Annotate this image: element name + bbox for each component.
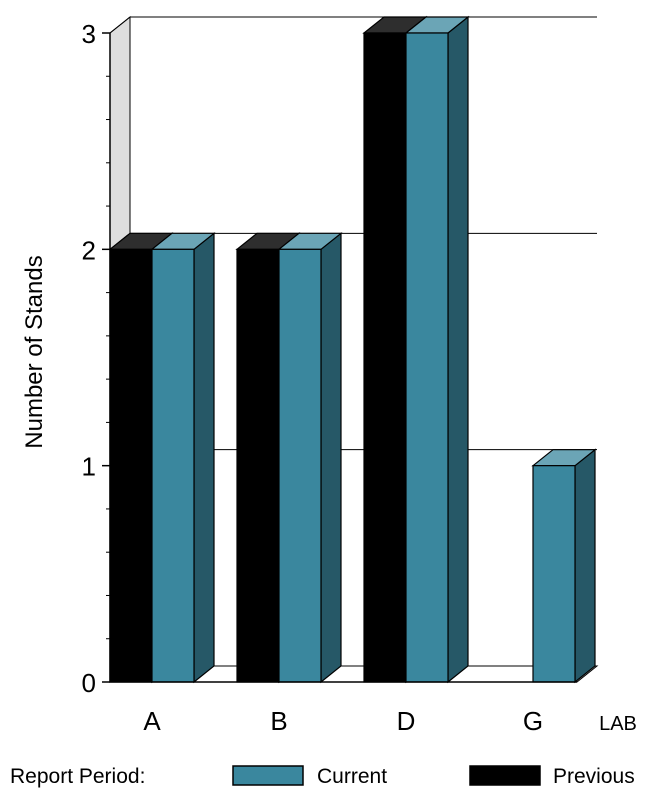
bar-current-d-side [447,15,469,684]
legend-label-current: Current [317,765,387,788]
bar-previous-a [109,248,153,683]
legend-swatch-previous [469,765,541,786]
x-tick-label: A [143,706,161,736]
bar-current-a [151,248,195,683]
y-axis-title: Number of Stands [21,255,48,448]
legend: Report Period: Current Previous [10,765,635,788]
bar-current-g [532,465,576,683]
legend-swatch-current [232,765,304,786]
x-tick-label: G [523,706,543,736]
legend-label-previous: Previous [553,765,635,788]
bar-current-b-side [320,232,342,684]
bar-current-g-side [574,448,596,684]
y-tick-label: 0 [82,668,96,698]
y-tick-label: 2 [82,235,96,265]
bar-group [108,15,597,684]
x-tick-label: B [270,706,287,736]
y-tick-label: 1 [82,452,96,482]
bar-current-a-side [193,232,215,684]
bar-previous-d [363,32,407,683]
bar-current-b [278,248,322,683]
bar-current-d [405,32,449,683]
x-tick-label: D [397,706,416,736]
x-axis-title: LAB [599,713,637,735]
y-tick-label: 3 [82,19,96,49]
y-axis: 0 1 2 3 [82,19,111,698]
gridline-side [109,16,131,34]
bar-previous-b [236,248,280,683]
legend-title: Report Period: [10,765,145,788]
